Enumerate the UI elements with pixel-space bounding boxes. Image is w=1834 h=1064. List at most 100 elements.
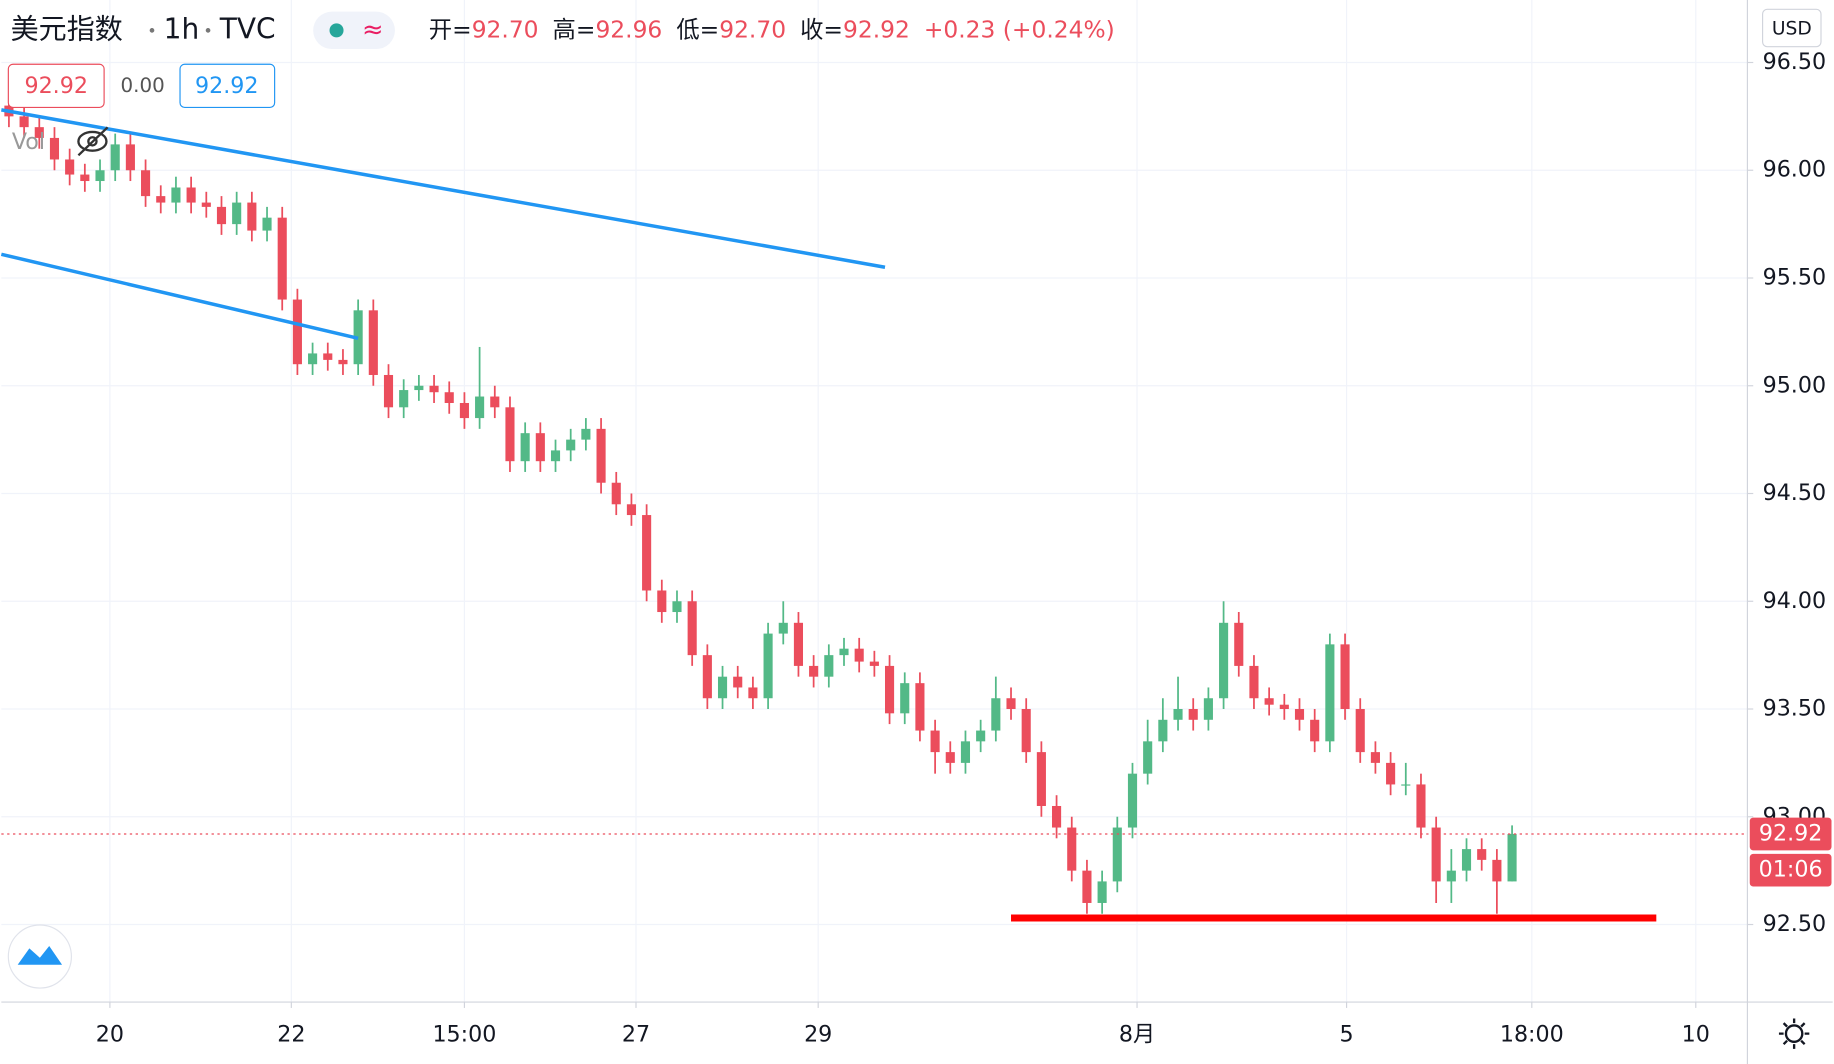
input-value: 0.00 [121,74,165,97]
candle-body [1325,644,1335,742]
ohlc-legend: 开=92.70 高=92.96 低=92.70 收=92.92 +0.23 (+0.24… [429,15,1115,43]
candle-body [1158,719,1168,742]
separator-dot [149,28,155,33]
trend-line [1,108,886,269]
candle-body [1279,704,1289,710]
candle-body [824,655,834,677]
x-tick-label: 10 [1682,1021,1710,1047]
candle-body [338,359,348,365]
candle-body [1249,665,1259,699]
candle-body [65,159,75,175]
input-value: 92.92 [195,73,259,99]
candle-body [49,137,60,160]
candle-body [1082,870,1092,903]
candle-body [657,590,667,613]
candle-body [1294,709,1305,720]
input-box[interactable] [179,63,276,109]
candle-body [80,174,90,182]
candle-body [1370,752,1380,763]
x-tick-label: 15:00 [432,1021,496,1047]
candle-body [1401,784,1411,786]
candle-body [535,433,545,462]
candle-body [247,202,257,231]
candle-body [323,353,333,360]
volume-label: Vol [12,129,45,155]
candle-body [626,504,636,516]
y-tick-label: 94.00 [1763,588,1827,614]
candle-body [915,683,925,731]
candle-body [1477,849,1487,860]
candle-body [930,730,940,753]
candle-body [778,622,788,634]
price-tags: 92.92 01:06 [1749,817,1832,887]
candle-body [793,622,804,666]
legend-value: 92.96 [595,15,662,43]
trend-line [0,252,359,341]
candle-body [1188,709,1198,720]
input-box[interactable] [7,63,105,109]
candle-body [459,402,469,419]
x-tick-label: 18:00 [1500,1021,1564,1047]
candle-body [308,353,318,365]
candle-body [763,633,773,699]
candle-body [596,428,606,483]
legend-value: 92.70 [719,15,786,43]
candle-body [110,144,120,171]
candle-body [1173,709,1183,720]
last-price-tag [1749,817,1832,851]
candle-body [125,144,135,171]
x-tick-label: 29 [804,1021,832,1047]
candle-body [1067,827,1077,871]
legend-label: 高= [553,15,596,43]
currency-box[interactable] [1762,8,1822,48]
indicator-icon: ≈ [362,15,384,45]
candle-body [1234,622,1244,666]
legend-label: 收= [800,15,843,43]
settings-icon[interactable] [1778,1018,1810,1049]
candle-body [505,407,515,462]
candle-body [1431,827,1441,882]
plot [0,94,1748,922]
candle-body [839,648,849,656]
candle-body [900,683,910,714]
candle-body [1446,870,1456,882]
hide-icon[interactable] [77,126,109,157]
candle-body [687,601,697,656]
candle-body [1264,698,1274,705]
y-tick-label: 96.00 [1763,157,1827,183]
logo[interactable] [7,924,72,989]
y-tick-label: 96.50 [1763,49,1827,75]
x-tick-label: 27 [622,1021,650,1047]
candle-body [414,385,424,391]
candle-body [642,515,652,591]
candle-body [171,187,181,203]
status-pill[interactable] [313,11,395,50]
candle-body [1112,827,1122,882]
interval: 1h [164,12,200,45]
currency: USD [1772,19,1812,40]
candle-body [277,217,287,300]
candle-body [1340,644,1350,710]
candle-body [960,741,971,763]
input-value: 92.92 [24,73,88,99]
candle-body [1143,741,1153,774]
candle-body [141,170,151,197]
candle-body [702,655,712,699]
candle-body [1021,709,1031,753]
chart-title: 美元指数 [11,12,123,45]
candle-body [520,433,530,462]
countdown: 01:06 [1759,857,1823,883]
candle-body [717,676,728,699]
y-tick-label: 92.50 [1763,911,1827,937]
candle-body [262,217,272,231]
logo-mark [17,946,63,965]
y-tick-label: 93.50 [1763,696,1827,722]
candle-body [232,202,242,225]
candle-body [1006,698,1016,710]
candle-body [976,730,986,742]
candle-body [399,390,409,408]
y-tick-label: 95.50 [1763,265,1827,291]
candle-body [869,661,879,666]
legend-value: +0.23 (+0.24%) [924,15,1115,43]
